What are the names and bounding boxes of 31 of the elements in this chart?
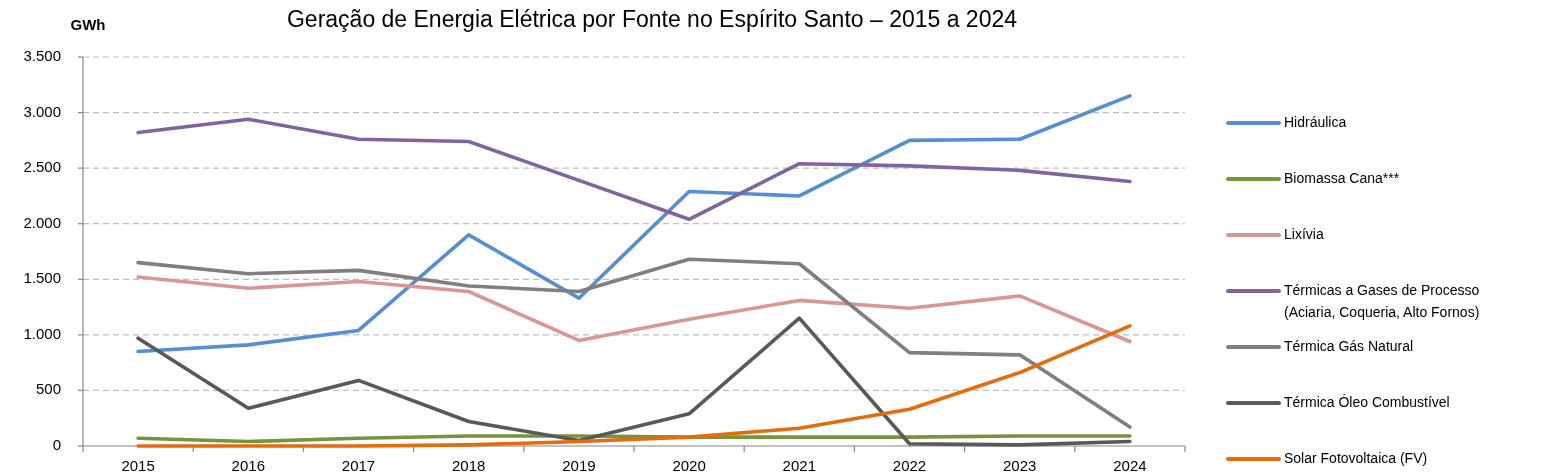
y-tick-label: 0 (52, 435, 61, 453)
legend-label: Térmica Óleo Combustível (1284, 393, 1450, 410)
y-tick-label: 500 (35, 380, 61, 398)
line-series (136, 257, 1132, 429)
x-tick-label: 2023 (1003, 456, 1037, 474)
legend-label: Lixívia (1284, 225, 1324, 242)
line-series (136, 94, 1132, 354)
legend-label: Térmicas a Gases de Processo (Aciaria, Coqueria, Alto Fornos) (1284, 281, 1480, 320)
x-tick-label: 2017 (341, 456, 376, 474)
line-series (136, 117, 1132, 222)
y-tick-label: 1.500 (23, 269, 61, 287)
x-tick-label: 2020 (672, 456, 706, 474)
x-tick-label: 2024 (1113, 456, 1147, 474)
legend-label: Solar Fotovoltaica (FV) (1284, 449, 1428, 466)
y-tick-label: 2.500 (23, 158, 61, 176)
legend-label: Hidráulica (1284, 113, 1347, 130)
legend-label: Biomassa Cana*** (1284, 169, 1400, 186)
x-tick-label: 2016 (231, 456, 265, 474)
chart-title: Geração de Energia Elétrica por Fonte no Espírito Santo – 2015 a 2024 (286, 6, 1018, 32)
y-tick-label: 3.500 (23, 46, 61, 64)
x-tick-label: 2019 (562, 456, 596, 474)
y-tick-label: 2.000 (23, 213, 61, 231)
x-tick-label: 2018 (452, 456, 486, 474)
y-tick-label: 1.000 (23, 324, 61, 342)
x-tick-label: 2015 (121, 456, 155, 474)
line-series (136, 275, 1132, 344)
legend-label: Térmica Gás Natural (1284, 337, 1414, 354)
y-tick-label: 3.000 (23, 102, 61, 120)
x-tick-label: 2021 (782, 456, 816, 474)
y-axis-title: GWh (70, 16, 106, 33)
x-tick-label: 2022 (892, 456, 927, 474)
